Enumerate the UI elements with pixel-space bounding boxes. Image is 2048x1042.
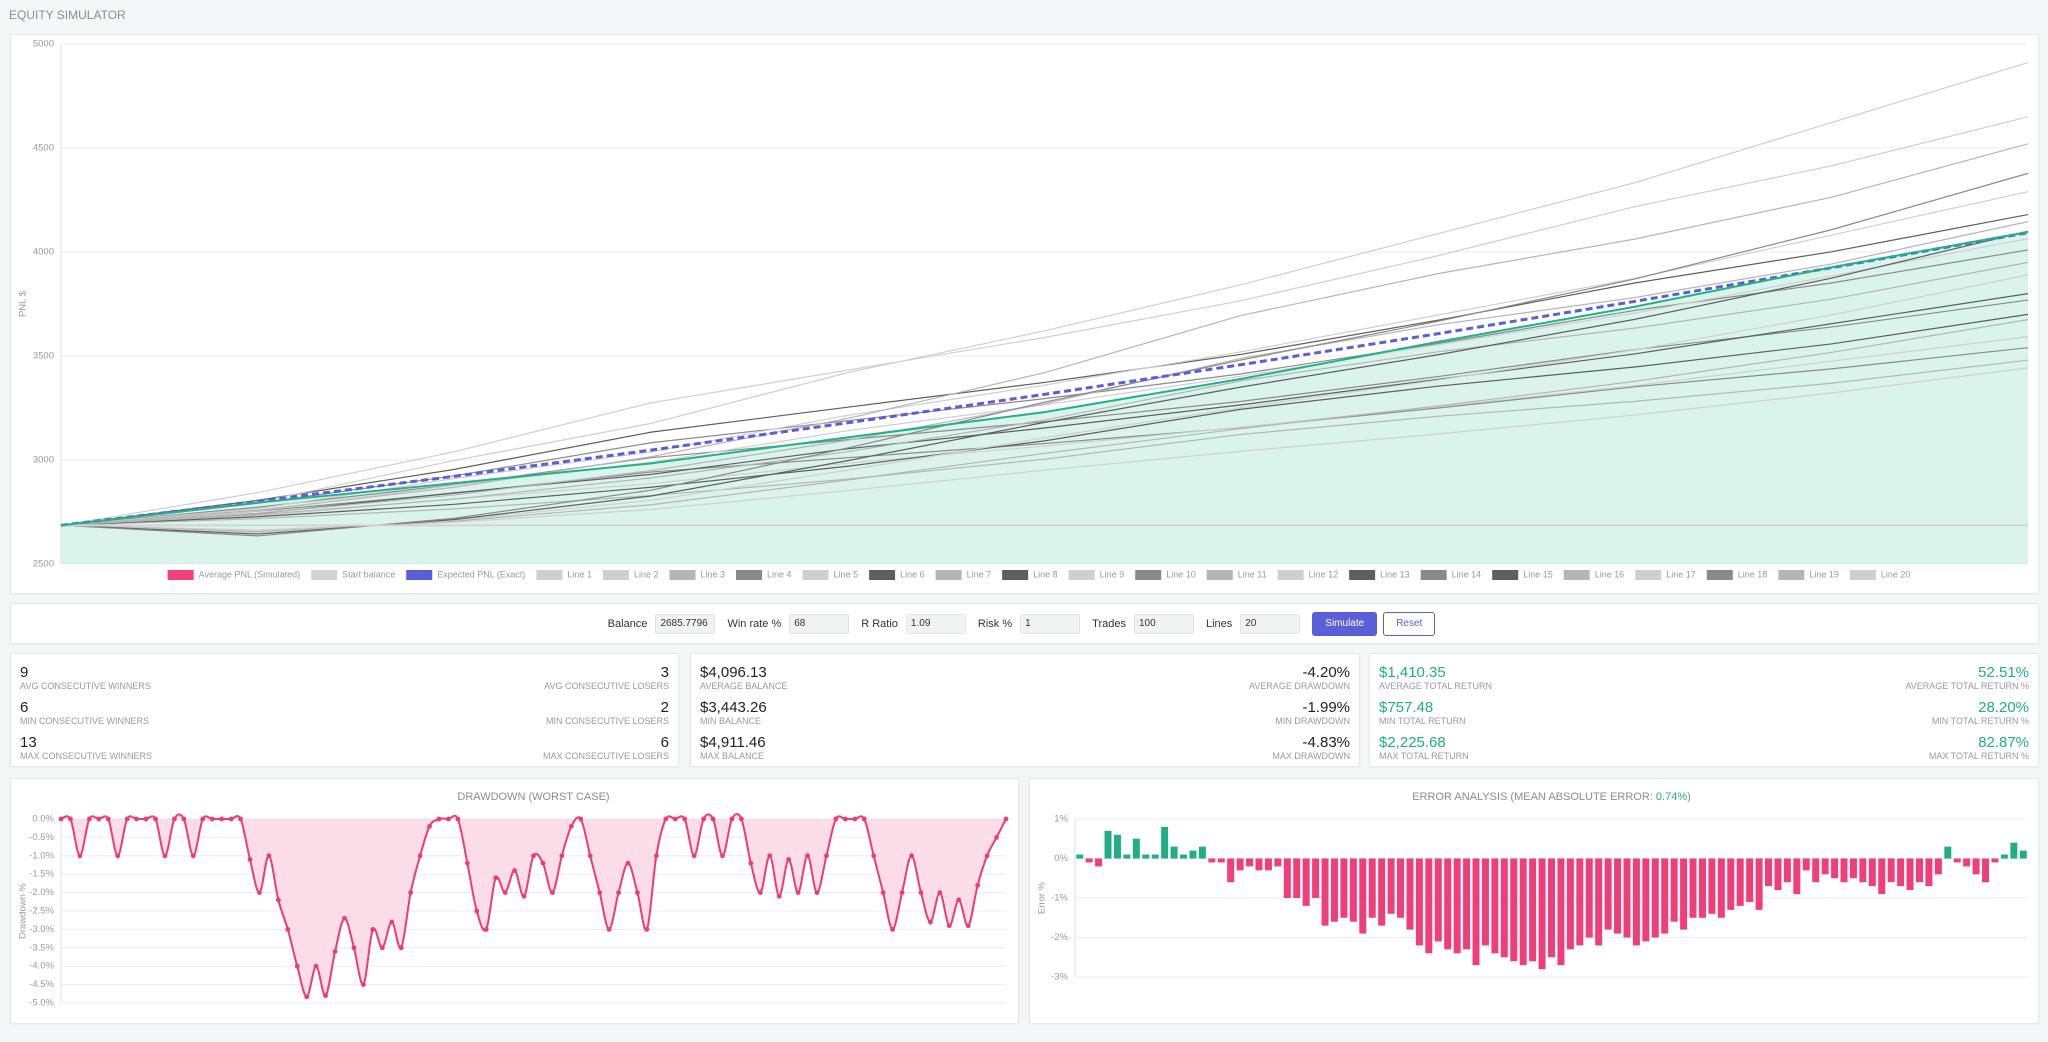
controls-panel: Balance Win rate % R Ratio Risk % Trades Line… — [10, 603, 2039, 644]
stat-value: -4.20% — [1302, 664, 1350, 681]
stats-card: 9 AVG CONSECUTIVE WINNERS 3 AVG CONSECUTIVE… — [10, 653, 679, 767]
stat-row: $2,225.68 MAX TOTAL RETURN 82.87% MAX TOTAL… — [1379, 734, 2029, 768]
stat-value: 13 — [20, 734, 37, 751]
field-label: R Ratio — [861, 617, 898, 630]
field-label: Win rate % — [727, 617, 782, 630]
drawdown-panel — [10, 778, 1019, 1024]
stat-value: $4,911.46 — [700, 734, 766, 751]
stat-label: MAX DRAWDOWN — [1272, 751, 1350, 761]
reset-button[interactable]: Reset — [1383, 611, 1436, 636]
stat-row: $4,911.46 MAX BALANCE -4.83% MAX DRAWDOWN — [700, 734, 1350, 768]
stat-label: MIN TOTAL RETURN — [1379, 716, 1466, 726]
field-input[interactable] — [655, 613, 716, 634]
control-field: Lines — [1205, 613, 1301, 634]
stat-value: 3 — [660, 664, 669, 681]
stats-card: $1,410.35 AVERAGE TOTAL RETURN 52.51% AVERA… — [1369, 653, 2039, 767]
control-field: Win rate % — [727, 613, 850, 634]
control-field: Balance — [607, 613, 716, 634]
stat-value: -4.83% — [1302, 734, 1350, 751]
stat-label: MAX TOTAL RETURN % — [1928, 751, 2029, 761]
stat-value: $2,225.68 — [1379, 734, 1446, 751]
simulate-button[interactable]: Simulate — [1312, 611, 1378, 636]
field-label: Lines — [1205, 617, 1233, 630]
stat-row: $757.48 MIN TOTAL RETURN 28.20% MIN TOTAL R… — [1379, 699, 2029, 733]
stat-value: 28.20% — [1978, 699, 2029, 716]
field-input[interactable] — [789, 613, 850, 634]
field-label: Trades — [1092, 617, 1126, 630]
stat-row: $4,096.13 AVERAGE BALANCE -4.20% AVERAGE DR… — [700, 664, 1350, 698]
stat-value: 6 — [660, 734, 669, 751]
stat-label: MIN BALANCE — [700, 716, 762, 726]
app-title: EQUITY SIMULATOR — [9, 8, 126, 22]
stat-label: MIN CONSECUTIVE LOSERS — [545, 716, 669, 726]
stat-label: AVERAGE BALANCE — [700, 681, 788, 691]
stat-value: $757.48 — [1379, 699, 1434, 716]
stats-card: $4,096.13 AVERAGE BALANCE -4.20% AVERAGE DR… — [690, 653, 1360, 767]
control-field: Trades — [1092, 613, 1194, 634]
stat-value: $4,096.13 — [700, 664, 767, 681]
stat-label: MIN TOTAL RETURN % — [1931, 716, 2029, 726]
stat-label: AVG CONSECUTIVE LOSERS — [544, 681, 669, 691]
field-input[interactable] — [905, 613, 966, 634]
stat-label: AVERAGE DRAWDOWN — [1248, 681, 1350, 691]
stat-label: MIN CONSECUTIVE WINNERS — [20, 716, 150, 726]
stat-row: $1,410.35 AVERAGE TOTAL RETURN 52.51% AVERA… — [1379, 664, 2029, 698]
stat-value: -1.99% — [1302, 699, 1350, 716]
stat-value: 6 — [20, 699, 29, 716]
stat-value: 2 — [660, 699, 669, 716]
equity-panel — [10, 34, 2039, 594]
stat-label: AVERAGE TOTAL RETURN % — [1905, 681, 2029, 691]
stat-row: 9 AVG CONSECUTIVE WINNERS 3 AVG CONSECUTIVE… — [20, 664, 669, 698]
stat-row: $3,443.26 MIN BALANCE -1.99% MIN DRAWDOWN — [700, 699, 1350, 733]
stat-value: 52.51% — [1978, 664, 2029, 681]
error-panel — [1029, 778, 2039, 1024]
field-input[interactable] — [1240, 613, 1301, 634]
stat-row: 6 MIN CONSECUTIVE WINNERS 2 MIN CONSECUTIVE… — [20, 699, 669, 733]
stat-value: 82.87% — [1978, 734, 2029, 751]
field-input[interactable] — [1133, 613, 1194, 634]
field-input[interactable] — [1020, 613, 1081, 634]
stat-label: AVG CONSECUTIVE WINNERS — [20, 681, 151, 691]
stat-value: $1,410.35 — [1379, 664, 1446, 681]
stat-label: MIN DRAWDOWN — [1275, 716, 1350, 726]
stat-label: MAX CONSECUTIVE LOSERS — [542, 751, 669, 761]
stat-row: 13 MAX CONSECUTIVE WINNERS 6 MAX CONSECUTIV… — [20, 734, 669, 768]
control-field: Risk % — [977, 613, 1081, 634]
stat-label: MAX BALANCE — [700, 751, 765, 761]
field-label: Risk % — [977, 617, 1013, 630]
field-label: Balance — [607, 617, 648, 630]
stat-value: $3,443.26 — [700, 699, 767, 716]
control-field: R Ratio — [861, 613, 966, 634]
stat-label: MAX CONSECUTIVE WINNERS — [20, 751, 153, 761]
stat-label: AVERAGE TOTAL RETURN — [1379, 681, 1493, 691]
stat-label: MAX TOTAL RETURN — [1379, 751, 1469, 761]
stat-value: 9 — [20, 664, 29, 681]
